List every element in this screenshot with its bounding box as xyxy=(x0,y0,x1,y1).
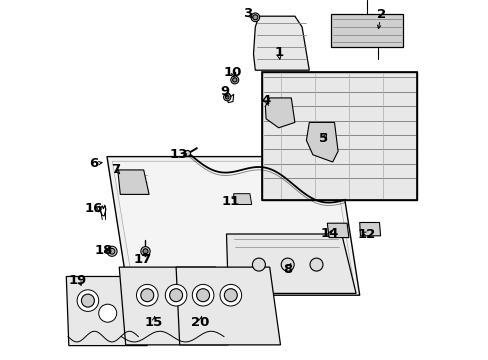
Polygon shape xyxy=(261,72,416,200)
Text: 14: 14 xyxy=(320,227,339,240)
Circle shape xyxy=(250,13,259,22)
Circle shape xyxy=(77,290,99,311)
Circle shape xyxy=(223,94,230,101)
Circle shape xyxy=(252,258,265,271)
Polygon shape xyxy=(265,98,294,128)
Text: 16: 16 xyxy=(84,202,103,215)
Text: 3: 3 xyxy=(242,7,251,20)
Text: 19: 19 xyxy=(69,274,87,287)
Text: 6: 6 xyxy=(89,157,99,170)
Circle shape xyxy=(196,289,209,302)
Text: 8: 8 xyxy=(283,263,292,276)
Polygon shape xyxy=(107,157,359,295)
Text: 13: 13 xyxy=(169,148,188,161)
Circle shape xyxy=(107,246,117,256)
Circle shape xyxy=(99,304,117,322)
Polygon shape xyxy=(326,223,348,238)
Circle shape xyxy=(136,284,158,306)
Polygon shape xyxy=(330,14,402,47)
Circle shape xyxy=(184,150,190,156)
Text: 4: 4 xyxy=(261,94,270,107)
Text: 11: 11 xyxy=(221,195,240,208)
Text: 1: 1 xyxy=(274,46,283,59)
Text: 5: 5 xyxy=(319,132,327,145)
Circle shape xyxy=(224,289,237,302)
Text: 10: 10 xyxy=(224,66,242,78)
Circle shape xyxy=(81,294,94,307)
Polygon shape xyxy=(119,267,228,345)
Text: 2: 2 xyxy=(376,8,385,21)
Text: 15: 15 xyxy=(144,316,163,329)
Polygon shape xyxy=(306,122,337,162)
Circle shape xyxy=(220,284,241,306)
Text: 18: 18 xyxy=(94,244,112,257)
Circle shape xyxy=(230,76,238,84)
Polygon shape xyxy=(66,276,147,346)
Text: 17: 17 xyxy=(134,253,152,266)
Text: 12: 12 xyxy=(357,228,375,240)
Circle shape xyxy=(225,95,228,99)
Circle shape xyxy=(142,249,148,254)
Circle shape xyxy=(192,284,213,306)
Circle shape xyxy=(141,247,150,256)
Circle shape xyxy=(252,15,257,20)
Polygon shape xyxy=(226,234,355,293)
Polygon shape xyxy=(253,16,309,70)
Polygon shape xyxy=(176,267,280,345)
Circle shape xyxy=(109,248,115,254)
Circle shape xyxy=(232,78,237,82)
Circle shape xyxy=(165,284,186,306)
Circle shape xyxy=(309,258,322,271)
Circle shape xyxy=(281,258,294,271)
Polygon shape xyxy=(118,170,149,194)
Text: 7: 7 xyxy=(111,163,120,176)
Circle shape xyxy=(169,289,182,302)
Text: 20: 20 xyxy=(191,316,209,329)
Circle shape xyxy=(141,289,153,302)
Text: 9: 9 xyxy=(220,85,229,98)
Polygon shape xyxy=(359,222,380,236)
Polygon shape xyxy=(112,161,354,291)
Polygon shape xyxy=(233,194,251,204)
